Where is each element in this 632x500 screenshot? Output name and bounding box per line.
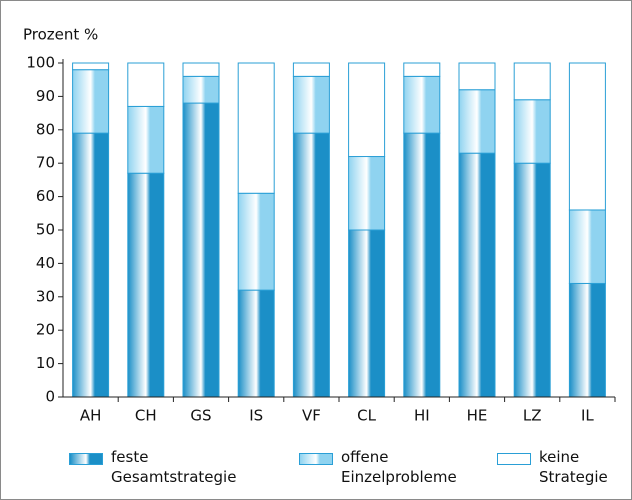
bar-segment bbox=[403, 62, 441, 77]
legend-label: feste Gesamtstrategie bbox=[111, 448, 237, 486]
legend-label: offene Einzelprobleme bbox=[341, 448, 457, 486]
y-tick-label: 20 bbox=[36, 321, 55, 339]
bar-segment bbox=[127, 172, 165, 398]
bar-segment bbox=[237, 192, 275, 291]
legend-swatch bbox=[299, 453, 333, 465]
bar-segment bbox=[568, 62, 606, 211]
bar-segment bbox=[237, 62, 275, 194]
y-tick-label: 100 bbox=[26, 54, 55, 72]
y-axis-label: Prozent % bbox=[23, 26, 98, 44]
y-tick-label: 50 bbox=[36, 221, 55, 239]
bar-segment bbox=[237, 289, 275, 398]
bar-segment bbox=[513, 62, 551, 101]
y-tick-label: 70 bbox=[36, 154, 55, 172]
bar-segment bbox=[568, 282, 606, 398]
x-tick-label: IL bbox=[581, 407, 594, 425]
bar-segment bbox=[458, 62, 496, 91]
legend-swatch bbox=[497, 453, 531, 465]
x-tick-label: IS bbox=[249, 407, 263, 425]
bar-segment bbox=[348, 62, 386, 158]
x-tick-label: LZ bbox=[523, 407, 542, 425]
bar-segment bbox=[348, 229, 386, 398]
x-tick-label: AH bbox=[80, 407, 102, 425]
y-tick-label: 40 bbox=[36, 254, 55, 272]
bar-segment bbox=[72, 62, 110, 71]
y-tick-label: 30 bbox=[36, 287, 55, 305]
bar-segment bbox=[72, 69, 110, 134]
x-tick-label: GS bbox=[190, 407, 211, 425]
bar-segment bbox=[292, 62, 330, 77]
bar-segment bbox=[458, 89, 496, 154]
bar-segment bbox=[182, 75, 220, 104]
y-tick-label: 10 bbox=[36, 354, 55, 372]
bar-segment bbox=[403, 132, 441, 398]
bar-segment bbox=[72, 132, 110, 398]
x-tick-label: CH bbox=[135, 407, 157, 425]
bar-segment bbox=[458, 152, 496, 398]
bar-segment bbox=[568, 209, 606, 284]
bar-segment bbox=[127, 62, 165, 107]
y-tick-label: 60 bbox=[36, 187, 55, 205]
bar-segment bbox=[292, 132, 330, 398]
bar-segment bbox=[182, 102, 220, 398]
legend-swatch bbox=[69, 453, 103, 465]
legend-label: keine Strategie bbox=[539, 448, 608, 486]
x-tick-label: VF bbox=[302, 407, 321, 425]
x-tick-label: HE bbox=[467, 407, 488, 425]
bar-segment bbox=[292, 75, 330, 134]
bar-segment bbox=[182, 62, 220, 77]
bar-segment bbox=[127, 105, 165, 174]
y-tick-label: 80 bbox=[36, 120, 55, 138]
y-tick-label: 0 bbox=[45, 388, 55, 406]
bar-segment bbox=[513, 99, 551, 164]
bar-segment bbox=[348, 156, 386, 231]
bar-segment bbox=[403, 75, 441, 134]
x-tick-label: CL bbox=[357, 407, 376, 425]
bar-segment bbox=[513, 162, 551, 398]
y-tick-label: 90 bbox=[36, 87, 55, 105]
x-tick-label: HI bbox=[414, 407, 430, 425]
